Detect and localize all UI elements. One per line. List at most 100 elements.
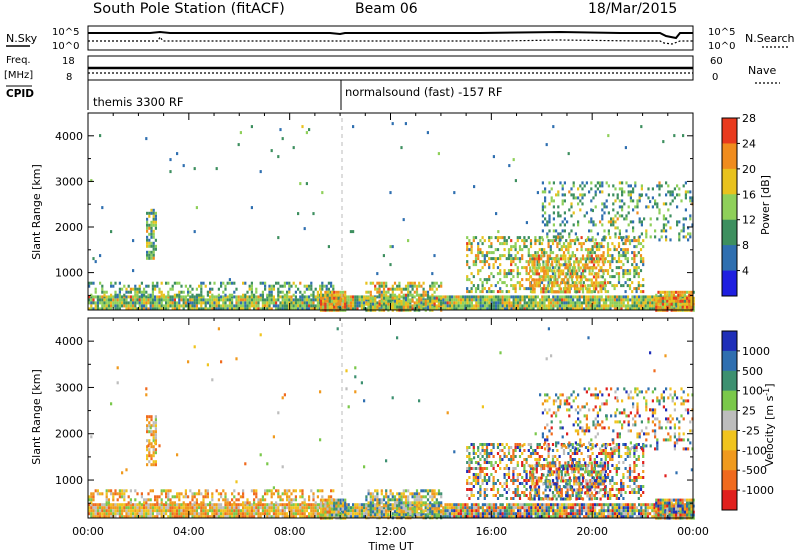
data-cell <box>682 226 685 230</box>
data-cell <box>420 301 423 305</box>
data-cell <box>575 290 578 294</box>
data-cell <box>169 489 172 493</box>
data-cell <box>226 498 229 502</box>
data-cell <box>288 503 291 507</box>
data-cell <box>569 245 572 249</box>
data-cell <box>657 290 660 294</box>
data-cell <box>649 295 652 299</box>
data-cell <box>244 503 247 507</box>
data-cell <box>588 190 591 194</box>
data-cell <box>294 498 297 502</box>
data-cell <box>616 217 619 221</box>
data-cell <box>337 302 340 306</box>
data-cell <box>94 307 97 311</box>
data-cell <box>360 307 363 311</box>
data-cell <box>198 489 201 493</box>
nave-tick-top: 60 <box>710 56 723 67</box>
data-cell <box>444 295 447 299</box>
data-cell <box>627 304 630 308</box>
data-cell <box>118 509 121 513</box>
data-cell <box>347 307 350 311</box>
data-cell <box>259 498 262 502</box>
data-cell <box>592 257 596 261</box>
data-cell <box>147 295 150 299</box>
data-cell <box>301 489 304 493</box>
data-cell <box>570 214 573 218</box>
data-cell <box>530 509 533 513</box>
data-cell <box>275 506 278 510</box>
data-cell <box>146 253 149 257</box>
data-cell <box>156 495 159 499</box>
data-cell <box>596 512 599 516</box>
data-cell <box>146 241 149 245</box>
data-cell <box>689 190 692 194</box>
data-cell <box>598 509 601 513</box>
data-cell <box>160 515 163 519</box>
data-cell <box>588 278 591 282</box>
data-cell <box>642 503 645 507</box>
data-cell <box>505 284 508 288</box>
data-cell <box>107 301 110 305</box>
data-cell <box>378 290 381 294</box>
data-cell <box>644 298 647 302</box>
data-cell <box>565 248 568 252</box>
data-cell <box>642 307 645 311</box>
data-cell <box>570 229 573 233</box>
data-cell <box>512 245 515 249</box>
data-cell <box>611 295 614 299</box>
data-cell <box>178 298 181 302</box>
data-cell <box>578 506 581 510</box>
data-cell <box>374 284 377 288</box>
data-cell <box>627 506 630 510</box>
data-cell <box>385 293 388 297</box>
data-cell <box>616 298 619 302</box>
data-cell <box>609 236 612 240</box>
data-cell <box>277 295 280 299</box>
data-cell <box>518 284 522 288</box>
data-cell <box>337 305 340 309</box>
data-cell <box>360 301 363 305</box>
data-cell <box>588 260 591 264</box>
data-cell <box>501 236 504 240</box>
data-cell <box>627 193 630 197</box>
data-cell <box>235 304 238 308</box>
data-cell <box>228 506 231 510</box>
data-cell <box>314 304 317 308</box>
data-cell <box>649 307 652 311</box>
data-cell <box>665 202 668 206</box>
data-cell <box>490 272 493 276</box>
data-cell <box>88 498 91 502</box>
data-cell <box>152 214 155 218</box>
data-cell <box>474 290 478 294</box>
data-cell <box>330 281 333 285</box>
data-cell <box>294 298 297 302</box>
data-cell <box>554 503 557 507</box>
data-cell <box>462 295 465 299</box>
data-cell <box>479 248 482 252</box>
data-cell <box>553 284 556 288</box>
data-cell <box>211 293 214 297</box>
data-cell <box>639 284 643 288</box>
colorbar-swatch <box>722 245 737 272</box>
data-cell <box>557 190 560 194</box>
data-cell <box>264 304 267 308</box>
data-cell <box>565 301 568 305</box>
data-cell <box>574 512 577 516</box>
data-cell <box>409 299 412 303</box>
data-cell <box>474 287 478 291</box>
data-cell <box>239 131 242 135</box>
data-cell <box>587 512 590 516</box>
data-cell <box>220 304 223 308</box>
data-cell <box>488 236 491 240</box>
data-cell <box>567 248 570 252</box>
data-cell <box>601 208 604 212</box>
data-cell <box>595 287 598 291</box>
data-cell <box>422 281 425 285</box>
data-cell <box>231 295 234 299</box>
data-cell <box>683 290 686 294</box>
data-cell <box>607 307 610 311</box>
data-cell <box>678 220 681 224</box>
data-cell <box>521 304 524 308</box>
data-cell <box>577 263 580 267</box>
data-cell <box>492 301 495 305</box>
